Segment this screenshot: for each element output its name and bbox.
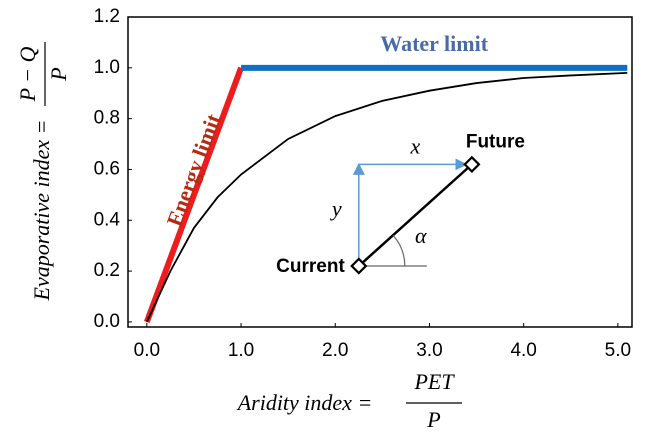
y-tick-label: 0.6 — [94, 158, 120, 179]
point-marker — [463, 155, 481, 174]
point-label: Future — [466, 131, 525, 152]
symbol-label: α — [415, 223, 427, 248]
angle-arc — [392, 234, 406, 267]
series-label: Water limit — [380, 31, 488, 56]
change-line — [357, 163, 473, 267]
y-label-denominator: P — [46, 67, 71, 81]
y-tick-label: 0.0 — [94, 311, 120, 332]
x-tick-label: 4.0 — [510, 340, 536, 361]
symbol-label: x — [409, 133, 420, 158]
limit-line — [144, 66, 244, 323]
y-tick-label: 1.2 — [94, 6, 120, 27]
x-label-denominator: P — [426, 407, 440, 432]
plot-frame — [127, 16, 633, 328]
y-axis-title: Evaporative index = P − Q P — [15, 42, 71, 302]
point-marker — [350, 257, 368, 275]
y-tick-label: 1.0 — [94, 57, 120, 78]
y-tick-label: 0.4 — [94, 209, 121, 230]
y-label-numerator: P − Q — [15, 47, 40, 103]
x-tick-label: 3.0 — [416, 340, 442, 361]
x-tick-label: 5.0 — [605, 340, 631, 361]
x-label-numerator: PET — [413, 369, 455, 394]
y-label: Evaporative index = — [29, 119, 54, 301]
x-tick-label: 2.0 — [322, 340, 348, 361]
x-tick-label: 1.0 — [228, 340, 254, 361]
symbol-label: y — [330, 196, 342, 221]
x-label: Aridity index = — [236, 390, 373, 415]
x-tick-label: 0.0 — [134, 340, 160, 361]
y-tick-label: 0.8 — [94, 108, 120, 129]
y-tick-label: 0.2 — [94, 260, 120, 281]
point-label: Current — [276, 256, 345, 277]
series-label: Energy limit — [161, 110, 226, 230]
budyko-curve — [146, 72, 628, 323]
